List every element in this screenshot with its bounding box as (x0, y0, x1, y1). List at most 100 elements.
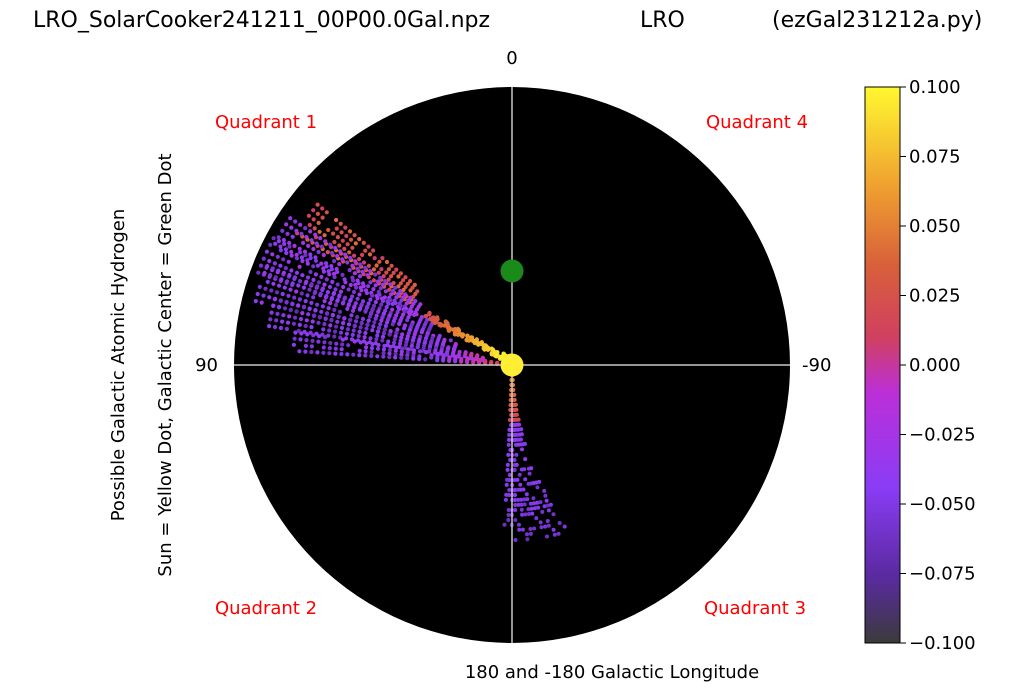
data-point (305, 261, 310, 266)
data-point (345, 327, 350, 332)
data-point (544, 498, 549, 503)
data-point (311, 246, 316, 252)
data-point (321, 266, 326, 271)
data-point (309, 349, 314, 355)
colorbar-tick-label: 0.000 (909, 355, 961, 376)
data-point (342, 316, 347, 321)
data-point (529, 501, 533, 506)
data-point (337, 293, 342, 298)
data-point (383, 279, 388, 284)
data-point (335, 319, 340, 324)
data-point (344, 331, 349, 336)
data-point (529, 506, 534, 511)
data-point (398, 317, 403, 323)
data-point (520, 447, 524, 452)
data-point (376, 309, 381, 314)
data-point (306, 213, 311, 218)
data-point (322, 322, 327, 327)
data-point (351, 328, 356, 333)
data-point (368, 297, 373, 302)
data-point (308, 252, 313, 257)
data-point (527, 471, 532, 476)
data-point (284, 222, 289, 227)
data-point (282, 285, 287, 290)
data-point (319, 244, 324, 249)
data-point (379, 267, 384, 272)
data-point (393, 348, 398, 353)
data-point (330, 313, 335, 318)
data-point (278, 244, 283, 249)
data-point (513, 538, 518, 542)
data-point (328, 242, 333, 247)
data-point (301, 240, 306, 245)
data-point (393, 352, 398, 357)
data-point (276, 305, 282, 310)
data-point (402, 326, 407, 331)
data-point (327, 272, 332, 277)
data-point (522, 467, 527, 472)
data-point (423, 350, 429, 355)
data-point (327, 284, 333, 290)
data-point (507, 437, 511, 442)
data-point (397, 321, 402, 326)
data-point (315, 263, 320, 268)
data-point (351, 289, 357, 295)
data-point (324, 293, 329, 299)
data-point (396, 284, 401, 289)
data-point (352, 324, 357, 329)
data-point (542, 488, 547, 493)
data-point (361, 240, 366, 245)
data-point (294, 256, 300, 261)
data-point (447, 358, 452, 363)
data-point (393, 355, 398, 360)
data-point (348, 282, 353, 288)
data-point (513, 518, 518, 522)
data-point (518, 482, 523, 487)
data-point (311, 264, 316, 269)
data-point (287, 314, 292, 319)
data-point (359, 288, 364, 293)
data-point (328, 340, 333, 346)
data-point (257, 284, 262, 289)
data-point (380, 298, 386, 304)
data-point (281, 313, 286, 318)
data-point (395, 327, 400, 332)
data-point (394, 345, 399, 350)
data-point (507, 473, 512, 477)
sun-dot (500, 353, 524, 377)
data-point (323, 239, 328, 244)
data-point (337, 262, 342, 267)
data-point (308, 229, 313, 234)
data-point (317, 334, 322, 339)
data-point (370, 342, 375, 347)
data-point (334, 217, 339, 223)
data-point (494, 354, 499, 359)
data-point (343, 280, 348, 285)
data-point (364, 345, 369, 350)
data-point (343, 252, 348, 257)
data-point (482, 347, 487, 352)
data-point (335, 269, 340, 275)
data-point (321, 345, 326, 350)
colorbar-tick-label: 0.075 (909, 147, 961, 168)
data-point (289, 225, 294, 230)
data-point (546, 523, 551, 528)
data-point (303, 299, 308, 304)
data-point (308, 255, 313, 261)
data-point (338, 221, 343, 226)
data-point (399, 355, 404, 360)
data-point (373, 316, 378, 321)
angle-label-right: -90 (802, 355, 831, 376)
data-point (273, 241, 278, 246)
data-point (373, 300, 378, 305)
data-point (351, 352, 356, 357)
data-point (350, 294, 355, 299)
data-point (518, 487, 523, 492)
data-point (335, 282, 340, 287)
data-point (284, 326, 289, 331)
data-point (384, 305, 389, 310)
data-point (343, 225, 348, 230)
data-point (494, 350, 500, 355)
data-point (357, 353, 362, 358)
